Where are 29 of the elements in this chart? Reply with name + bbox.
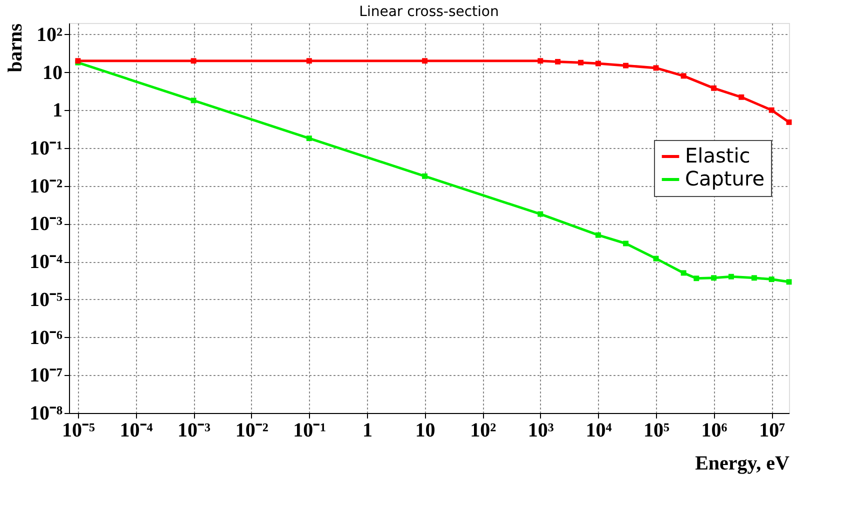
y-tick-label: 10² bbox=[36, 24, 62, 46]
x-tick-label: 10⁻⁵ bbox=[62, 420, 95, 442]
y-tick-label: 10 bbox=[42, 62, 62, 84]
y-axis-title: barns bbox=[4, 23, 27, 72]
legend-label: Elastic bbox=[685, 144, 750, 168]
x-tick-label: 10⁷ bbox=[759, 420, 786, 442]
x-tick-label: 10⁻³ bbox=[178, 420, 211, 442]
y-tick-label: 10⁻³ bbox=[30, 213, 62, 236]
x-tick-label: 10² bbox=[470, 420, 496, 442]
x-tick-label: 10⁻⁴ bbox=[120, 420, 153, 442]
x-tick-label: 10⁶ bbox=[701, 420, 728, 442]
y-tick-label: 10⁻⁸ bbox=[30, 402, 62, 424]
chart-title: Linear cross-section bbox=[359, 4, 499, 20]
x-tick-label: 10 bbox=[415, 420, 436, 442]
x-axis-title: Energy, eV bbox=[695, 452, 790, 474]
y-tick-label: 10⁻⁶ bbox=[30, 326, 62, 349]
y-tick-label: 10⁻⁵ bbox=[30, 288, 62, 311]
x-tick-label: 10⁻² bbox=[235, 420, 268, 442]
x-tick-label: 10⁵ bbox=[643, 420, 670, 442]
x-tick-label: 10⁴ bbox=[586, 420, 612, 442]
legend-label: Capture bbox=[685, 166, 765, 190]
y-tick-label: 10⁻² bbox=[30, 175, 62, 198]
y-tick-label: 1 bbox=[52, 100, 62, 122]
x-tick-label: 10³ bbox=[528, 420, 554, 442]
y-tick-label: 10⁻⁴ bbox=[30, 251, 62, 274]
y-tick-label: 10⁻⁷ bbox=[30, 364, 62, 387]
x-tick-label: 1 bbox=[362, 420, 372, 442]
x-tick-label: 10⁻¹ bbox=[293, 420, 326, 442]
y-tick-label: 10⁻¹ bbox=[30, 137, 62, 160]
